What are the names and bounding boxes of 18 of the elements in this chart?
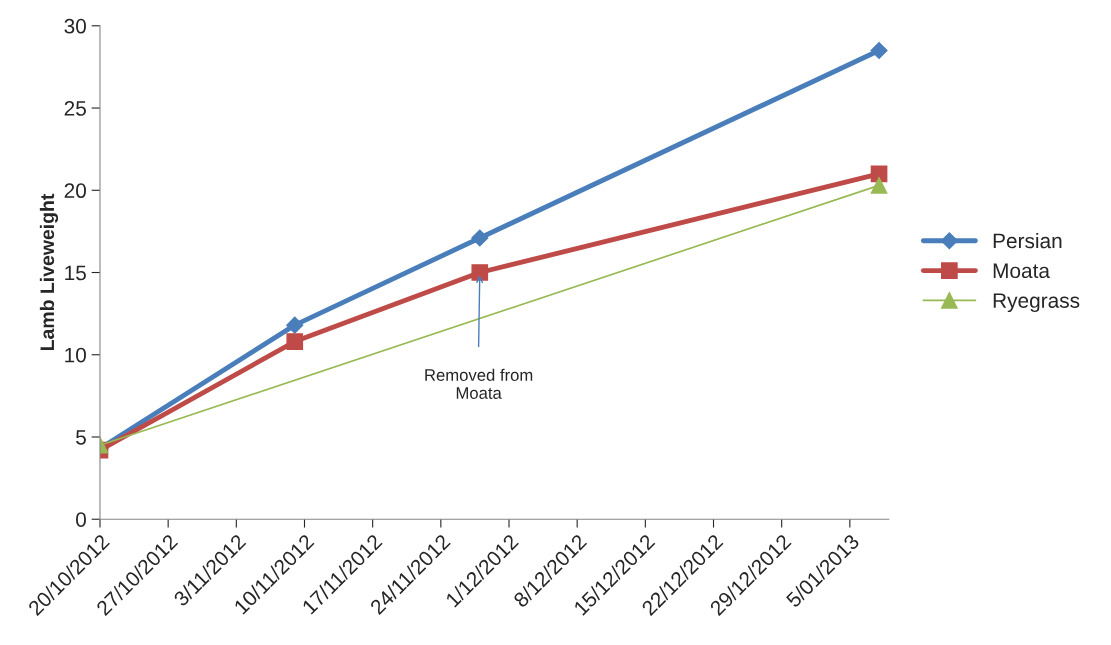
point xyxy=(870,41,888,60)
point xyxy=(471,264,489,281)
y-tick-label: 20 xyxy=(64,183,86,199)
y-tick-label: 30 xyxy=(64,18,86,34)
y-tick-label: 10 xyxy=(65,347,86,363)
point xyxy=(471,229,489,247)
y-tick-label: 5 xyxy=(76,430,86,445)
y-tick-label: 25 xyxy=(64,101,86,116)
annotation: Removed from Moata xyxy=(425,368,533,399)
point xyxy=(870,165,888,183)
y-axis-title: Lamb Liveweight xyxy=(39,193,59,351)
legend-label: Ryegrass xyxy=(993,293,1080,313)
point xyxy=(286,333,304,350)
point xyxy=(286,316,304,334)
legend-label: Moata xyxy=(993,263,1050,279)
legend-label: Persian xyxy=(993,232,1062,249)
y-tick-label: 15 xyxy=(65,265,86,281)
y-tick-label: 0 xyxy=(76,512,86,527)
